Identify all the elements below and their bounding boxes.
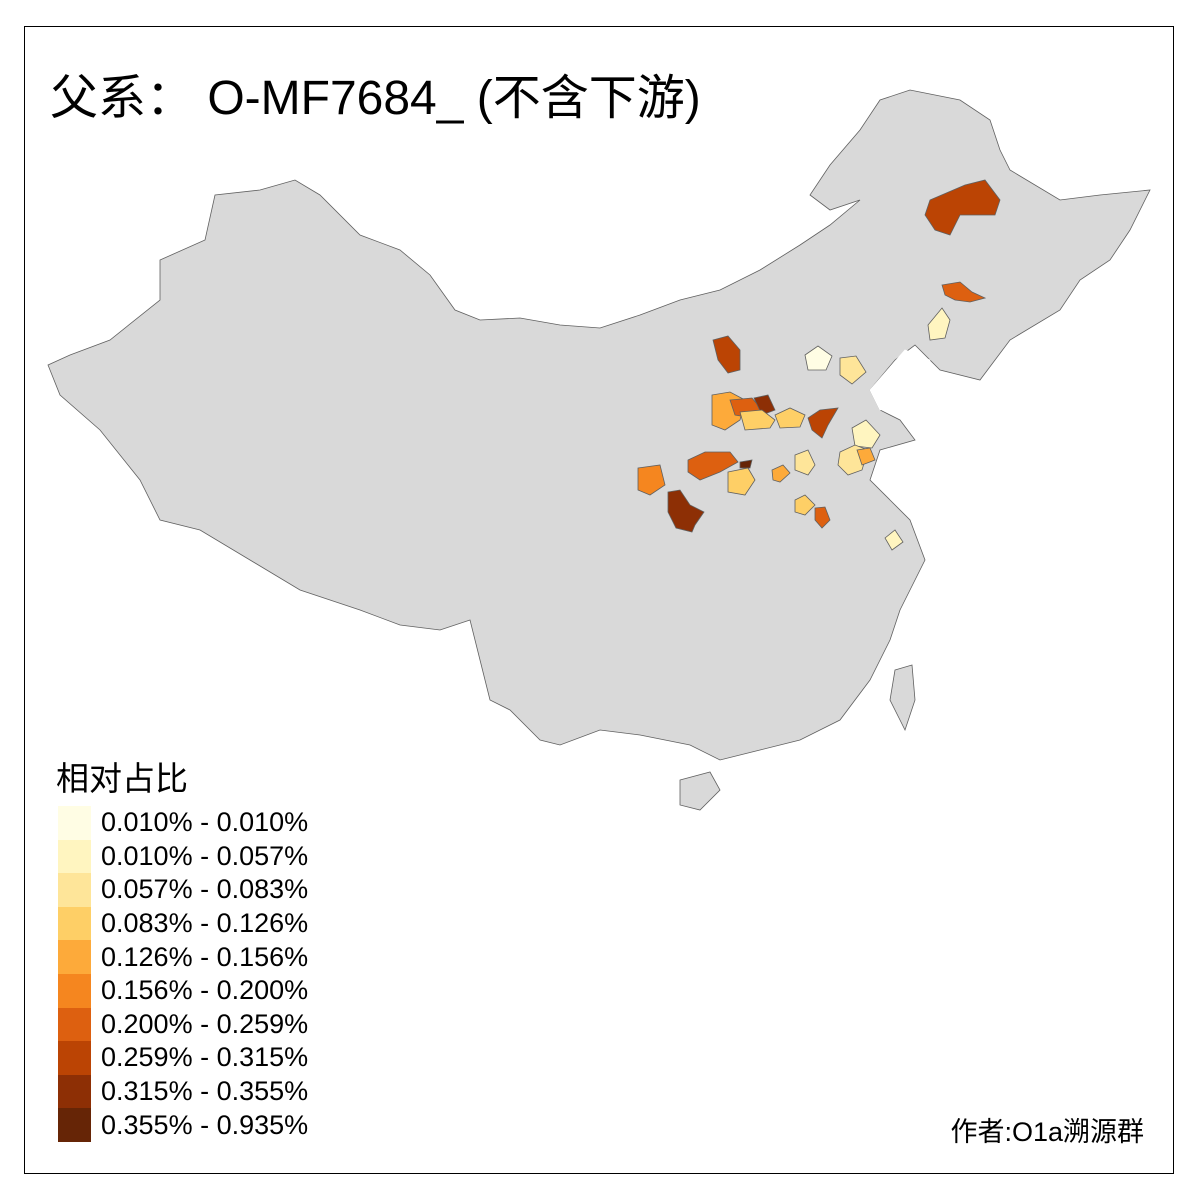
- legend-item: 0.315% - 0.355%: [58, 1074, 309, 1109]
- prefecture-region: [804, 345, 833, 371]
- prefecture-region: [637, 464, 666, 496]
- prefecture-region: [753, 394, 776, 416]
- prefecture-region: [739, 459, 753, 469]
- prefecture-region: [807, 407, 839, 439]
- legend-item: 0.355% - 0.935%: [58, 1108, 308, 1142]
- legend-swatch: [58, 1108, 91, 1142]
- legend-label: 0.355% - 0.935%: [101, 1109, 309, 1140]
- prefecture-region: [771, 464, 791, 483]
- legend-item: 0.083% - 0.126%: [58, 906, 309, 941]
- legend-label: 0.259% - 0.315%: [101, 1042, 309, 1073]
- legend-item: 0.010% - 0.057%: [58, 839, 309, 874]
- legend-swatch: [58, 873, 91, 907]
- prefecture-region: [814, 506, 831, 529]
- prefecture-region: [727, 467, 756, 496]
- legend-title: 相对占比: [56, 760, 188, 797]
- legend-item: 0.126% - 0.156%: [58, 940, 308, 974]
- prefecture-region: [941, 281, 987, 303]
- taiwan-island: [889, 664, 916, 732]
- legend-swatch: [58, 906, 91, 941]
- legend-item: 0.010% - 0.010%: [58, 806, 308, 840]
- map-title: 父系： O-MF7684_ (不含下游): [50, 72, 701, 125]
- legend-label: 0.057% - 0.083%: [101, 874, 309, 905]
- prefecture-region: [667, 489, 705, 533]
- legend-label: 0.156% - 0.200%: [101, 975, 309, 1006]
- prefecture-region: [851, 419, 881, 449]
- legend-item: 0.259% - 0.315%: [58, 1041, 308, 1075]
- china-mainland: [47, 89, 1151, 761]
- author-credit: 作者:O1a溯源群: [950, 1117, 1144, 1147]
- prefecture-region: [884, 529, 904, 551]
- bohai-sea: [869, 349, 931, 411]
- legend-swatch: [58, 973, 91, 1008]
- prefecture-region: [794, 494, 816, 516]
- prefecture-region: [924, 179, 1001, 236]
- prefecture-region: [739, 409, 776, 431]
- legend-swatch: [58, 1007, 91, 1042]
- hainan-island: [679, 771, 721, 811]
- legend-label: 0.200% - 0.259%: [101, 1008, 309, 1039]
- legend-label: 0.126% - 0.156%: [101, 941, 309, 972]
- legend-swatch: [58, 1041, 91, 1075]
- prefecture-region: [794, 449, 816, 476]
- legend-label: 0.010% - 0.010%: [101, 807, 309, 838]
- legend: 0.010% - 0.010% 0.010% - 0.057% 0.057% - 0…: [58, 806, 308, 1142]
- prefecture-region: [839, 355, 867, 385]
- legend-label: 0.010% - 0.057%: [101, 840, 309, 871]
- prefecture-region: [687, 451, 739, 481]
- legend-label: 0.315% - 0.355%: [101, 1076, 309, 1107]
- prefecture-region: [927, 307, 951, 341]
- legend-item: 0.057% - 0.083%: [58, 873, 308, 907]
- legend-item: 0.156% - 0.200%: [58, 973, 309, 1008]
- prefecture-region: [856, 447, 876, 466]
- map-frame: [24, 26, 1174, 1174]
- legend-swatch: [58, 806, 91, 840]
- legend-swatch: [58, 940, 91, 974]
- prefecture-region: [774, 407, 806, 429]
- prefecture-region: [712, 335, 741, 374]
- legend-swatch: [58, 839, 91, 874]
- legend-label: 0.083% - 0.126%: [101, 908, 309, 939]
- legend-item: 0.200% - 0.259%: [58, 1007, 309, 1042]
- legend-swatch: [58, 1074, 91, 1109]
